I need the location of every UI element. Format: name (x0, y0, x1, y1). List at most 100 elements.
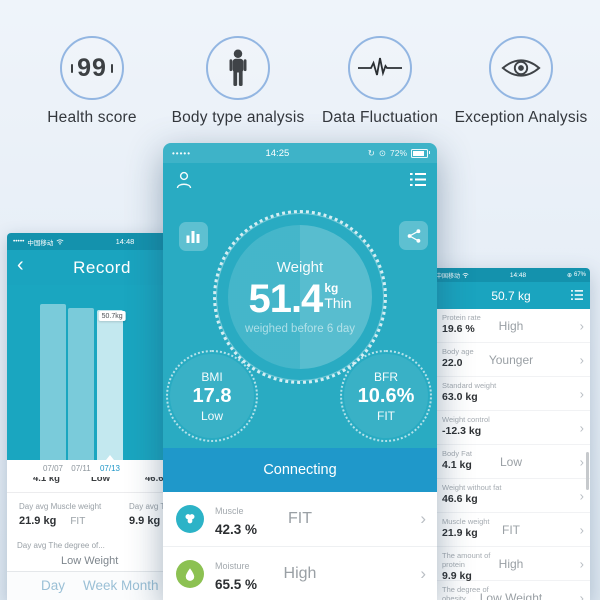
weight-dial: Weight 51.4 kg Thin weighed before 6 day (213, 210, 387, 384)
bar-value-tooltip: 50.7kg (98, 311, 126, 321)
avg-value: 9.9 kg (129, 515, 161, 527)
metric-value: 4.1 kg (442, 459, 472, 471)
bmi-dial: BMI 17.8 Low (166, 350, 258, 442)
metric-row[interactable]: Protein rate 19.6 % High › (432, 309, 590, 343)
battery-percent: 67% (573, 272, 586, 278)
weight-title: Weight (276, 259, 324, 276)
weight-value: 51.4 (248, 277, 323, 321)
bfr-value: 10.6% (357, 384, 415, 407)
metric-status: Younger (488, 352, 534, 367)
status-bar: 中国移动 14:48 ⊕ 67% (432, 268, 590, 282)
menu-icon[interactable] (410, 173, 426, 186)
chevron-right-icon: › (579, 556, 584, 571)
metric-status: High (283, 565, 317, 582)
moisture-row[interactable]: Moisture 65.5 % High › (163, 546, 437, 600)
metric-label: Standard weight (442, 381, 497, 390)
metric-value: 42.3 % (215, 522, 258, 537)
muscle-icon (176, 505, 204, 533)
tab-week[interactable]: Week (83, 578, 118, 593)
metric-row[interactable]: Weight control -12.3 kg › (432, 411, 590, 445)
metric-label: Body age (442, 347, 474, 356)
dial-dots-ring (340, 350, 432, 442)
chart-bar-selected[interactable]: 50.7kg (97, 310, 126, 460)
metrics-list: Muscle 42.3 % FIT › Moisture 65.5 % High… (163, 492, 437, 600)
history-chart-button[interactable] (179, 222, 208, 251)
eye-icon (489, 36, 553, 100)
metric-name: Muscle (215, 506, 244, 516)
date-tick[interactable]: 07/11 (71, 464, 91, 473)
score-99-badge: 99 (71, 54, 113, 83)
chevron-right-icon: › (420, 564, 426, 583)
metric-row[interactable]: Muscle weight 21.9 kg FIT › (432, 513, 590, 547)
metric-row[interactable]: The degree of obesity Low Weight › (432, 581, 590, 600)
tab-month[interactable]: Month (121, 578, 159, 593)
status-time: 14:25 (265, 147, 290, 159)
avg-status: Low Weight (61, 555, 119, 567)
carrier-label: 中国移动 (436, 273, 461, 280)
water-drop-icon (176, 560, 204, 588)
dial-ring (216, 213, 384, 381)
carrier-label: 中国移动 (27, 239, 54, 247)
profile-icon[interactable] (174, 169, 194, 191)
ecg-icon (348, 36, 412, 100)
avg-value: 21.9 kg (19, 515, 57, 527)
avg-label: Day avg The degree of... (17, 541, 105, 550)
metric-row[interactable]: The amount of protein 9.9 kg High › (432, 547, 590, 582)
chevron-right-icon: › (579, 352, 584, 367)
chart-bar[interactable] (40, 304, 66, 460)
menu-icon[interactable] (571, 290, 583, 300)
metric-row[interactable]: Body age 22.0 Younger › (432, 343, 590, 377)
status-bar: ••••• 14:25 ↻ ⊙ 72% (163, 143, 437, 163)
bfr-status: FIT (377, 408, 395, 423)
share-button[interactable] (399, 221, 428, 250)
metric-label: The degree of obesity (442, 585, 489, 600)
metric-label: Weight without fat (442, 483, 502, 492)
wifi-icon (462, 273, 469, 278)
metric-status: FIT (288, 510, 312, 527)
metric-label: The amount of protein (442, 551, 491, 569)
feature-exception-analysis: Exception Analysis (441, 36, 600, 127)
page-title: Record (73, 257, 131, 277)
battery-icon (411, 148, 430, 158)
dial-dots-ring (213, 210, 387, 384)
metric-row[interactable]: Body Fat 4.1 kg Low › (432, 445, 590, 479)
metric-status: FIT (502, 522, 520, 537)
status-time: 14:48 (115, 237, 135, 246)
feature-data-fluctuation: Data Fluctuation (300, 36, 460, 127)
clipped-value: 4.1 kg (33, 477, 60, 484)
connecting-button[interactable]: Connecting (163, 448, 437, 492)
bmi-status: Low (200, 408, 223, 423)
metric-status: High (498, 318, 524, 333)
metric-value: 65.5 % (215, 577, 258, 592)
tab-day[interactable]: Day (41, 578, 66, 593)
metric-row[interactable]: Standard weight 63.0 kg › (432, 377, 590, 411)
clipped-status: Low (91, 477, 110, 484)
avg-status: FIT (70, 516, 86, 527)
measurements-screen: 中国移动 14:48 ⊕ 67% 50.7 kg Protein rate 19… (432, 268, 590, 600)
feature-label: Health score (47, 109, 137, 126)
metric-value: 21.9 kg (442, 527, 478, 539)
metric-status: Low (499, 454, 523, 469)
person-icon (206, 36, 270, 100)
feature-health-score: 99 Health score (12, 36, 172, 127)
metric-label: Muscle weight (442, 517, 490, 526)
chart-bar[interactable] (68, 308, 94, 460)
weight-header: 50.7 kg (432, 282, 590, 309)
date-tick-selected[interactable]: 07/13 (99, 464, 121, 473)
chart-date-axis: 07/07 07/11 07/13 (7, 460, 197, 477)
weight-dial-content: Weight 51.4 kg Thin weighed before 6 day (228, 225, 372, 369)
back-button[interactable]: ‹ (17, 254, 24, 276)
metric-row[interactable]: Weight without fat 46.6 kg › (432, 479, 590, 513)
weight-unit: kg (324, 281, 339, 295)
date-tick[interactable]: 07/07 (42, 464, 64, 473)
rotation-lock-icon: ↻ (367, 147, 375, 158)
muscle-row[interactable]: Muscle 42.3 % FIT › (163, 492, 437, 546)
status-extra-icon: ⊕ (566, 272, 572, 279)
scrollbar[interactable] (586, 452, 589, 490)
metric-value: 63.0 kg (442, 391, 478, 403)
shield-icon: ⊙ (378, 147, 386, 158)
header-weight-value: 50.7 kg (491, 288, 531, 303)
bmi-value: 17.8 (192, 384, 232, 407)
bfr-label: BFR (374, 369, 398, 384)
metric-label: Protein rate (442, 313, 481, 322)
